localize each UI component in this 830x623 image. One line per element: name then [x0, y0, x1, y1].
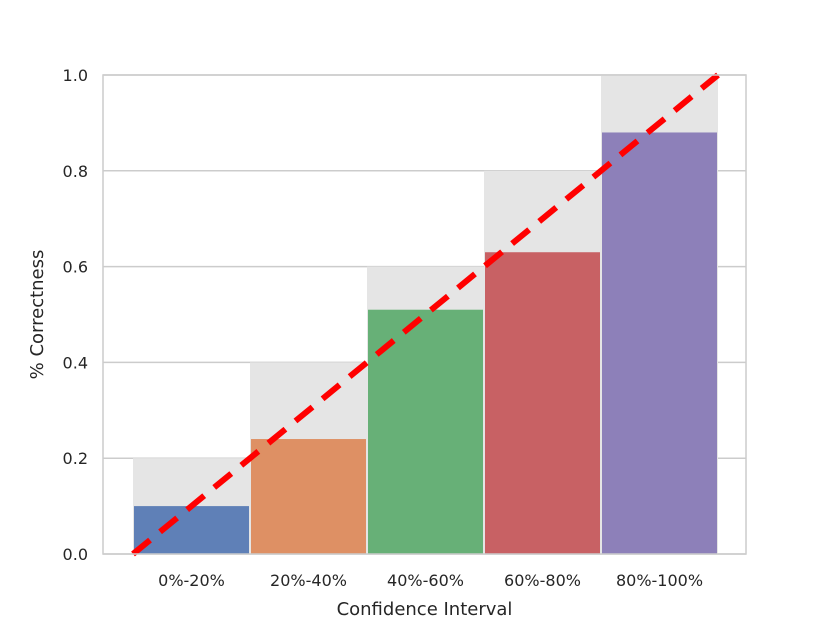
y-tick-label: 0.8 — [63, 162, 88, 181]
y-tick-label: 1.0 — [63, 66, 88, 85]
x-tick-label: 0%-20% — [158, 571, 225, 590]
y-tick-label: 0.0 — [63, 545, 88, 564]
x-axis-label: Confidence Interval — [337, 599, 513, 620]
x-tick-label: 40%-60% — [387, 571, 464, 590]
y-tick-label: 0.2 — [63, 449, 88, 468]
accuracy-bars — [134, 132, 717, 555]
y-axis-label: % Correctness — [27, 250, 48, 380]
x-tick-labels: 0%-20% 20%-40% 40%-60% 60%-80% 80%-100% — [158, 571, 703, 590]
accuracy-bar — [602, 132, 717, 555]
accuracy-bar — [485, 252, 600, 555]
plot-frame — [102, 74, 747, 555]
reference-line-layer — [131, 72, 720, 557]
y-tick-label: 0.6 — [63, 258, 88, 277]
accuracy-bar — [251, 439, 366, 554]
y-tick-labels: 0.0 0.2 0.4 0.6 0.8 1.0 — [63, 66, 88, 564]
accuracy-bar — [134, 506, 249, 554]
accuracy-bar — [368, 309, 483, 554]
y-tick-label: 0.4 — [63, 353, 88, 372]
reference-line — [131, 72, 720, 557]
x-tick-label: 60%-80% — [504, 571, 581, 590]
x-tick-label: 80%-100% — [616, 571, 703, 590]
x-tick-label: 20%-40% — [270, 571, 347, 590]
